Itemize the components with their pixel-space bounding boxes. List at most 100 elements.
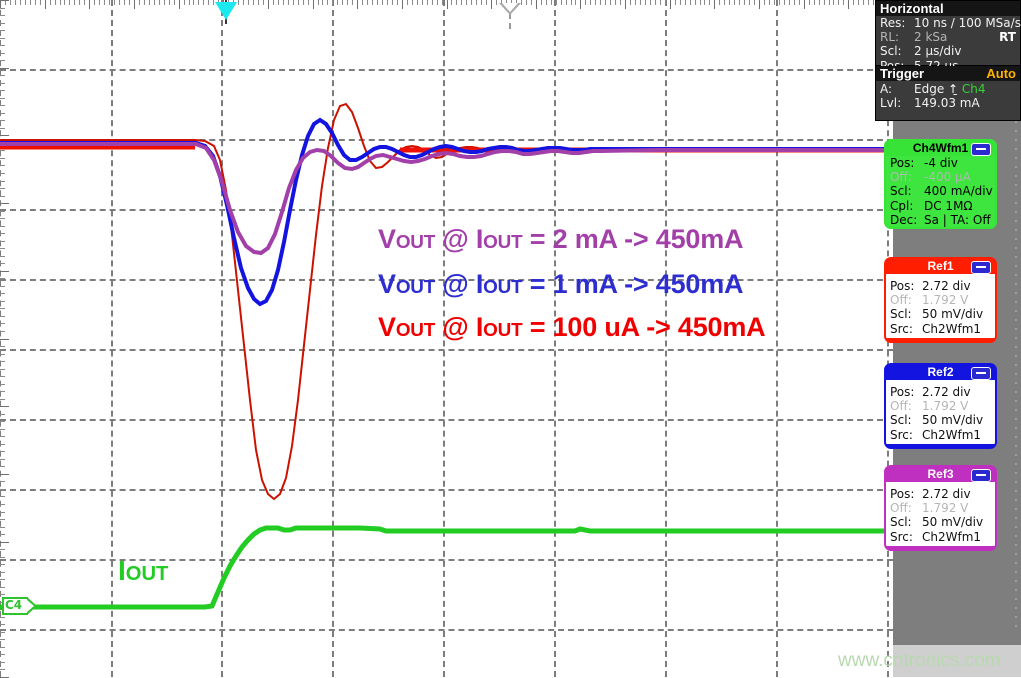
grid-tick-top bbox=[545, 0, 547, 5]
horizontal-row-0: Res: 10 ns / 100 MSa/s bbox=[880, 16, 1021, 30]
grid-tick-left bbox=[0, 361, 5, 363]
channel4-panel[interactable]: Ch4Wfm1 Pos: -4 div Off: -400 µA Scl: 400 … bbox=[884, 139, 997, 229]
grid-tick-top bbox=[709, 0, 711, 5]
sidebar-tick bbox=[1015, 319, 1017, 321]
channel4-panel-body: Pos: -4 div Off: -400 µA Scl: 400 mA/div Cp… bbox=[886, 156, 995, 227]
grid-tick-left bbox=[0, 45, 5, 47]
grid-tick-top bbox=[530, 0, 532, 5]
grid-tick-left bbox=[0, 669, 5, 671]
grid-tick-top bbox=[719, 0, 721, 5]
grid-tick-top bbox=[327, 0, 329, 5]
grid-tick-left bbox=[0, 203, 9, 205]
ref2-row-2-label: Scl: bbox=[890, 413, 912, 428]
annotation-3-sub2: OUT bbox=[483, 320, 523, 341]
grid-tick-top bbox=[178, 0, 180, 9]
grid-tick-top bbox=[272, 0, 274, 5]
grid-hline-1 bbox=[0, 139, 893, 141]
grid-tick-left bbox=[0, 511, 5, 513]
trigger-position-marker-icon[interactable] bbox=[215, 2, 237, 20]
grid-tick-left bbox=[0, 112, 5, 114]
grid-tick-left bbox=[0, 473, 9, 475]
iout-label-prefix: I bbox=[118, 555, 126, 586]
grid-tick-left bbox=[0, 323, 5, 325]
grid-tick-top bbox=[510, 0, 512, 5]
horizontal-row-1-label: RL: bbox=[880, 30, 900, 45]
trigger-title-label: Trigger bbox=[880, 66, 925, 81]
ref3-row-3-value: Ch2Wfm1 bbox=[922, 529, 982, 544]
grid-tick-top bbox=[362, 0, 364, 5]
grid-tick-top bbox=[491, 0, 493, 9]
sidebar-tick bbox=[1015, 301, 1017, 303]
grid-tick-top bbox=[689, 0, 691, 5]
sidebar-tick bbox=[1015, 598, 1017, 600]
ref1-row-2: Scl: 50 mV/div bbox=[890, 307, 991, 321]
ref3-panel[interactable]: Ref3 Pos: 2.72 div Off: 1.792 V Scl: 50 mV… bbox=[884, 465, 997, 551]
minimize-icon[interactable] bbox=[971, 143, 991, 156]
grid-tick-top bbox=[848, 0, 850, 9]
sidebar-tick bbox=[1015, 265, 1017, 267]
grid-tick-top bbox=[828, 0, 830, 5]
grid-tick-left bbox=[0, 105, 5, 107]
ref3-row-3: Src: Ch2Wfm1 bbox=[890, 530, 991, 544]
minimize-icon[interactable] bbox=[971, 367, 991, 380]
grid-tick-left bbox=[0, 534, 5, 536]
channel4-row-0-label: Pos: bbox=[890, 156, 915, 170]
grid-tick-top bbox=[24, 0, 26, 5]
grid-tick-top bbox=[694, 0, 696, 5]
ref3-row-0-value: 2.72 div bbox=[922, 487, 971, 501]
grid-tick-top bbox=[416, 0, 418, 5]
channel4-marker-tag bbox=[2, 597, 28, 615]
annotation-3-sub1: OUT bbox=[395, 320, 436, 341]
grid-tick-top bbox=[635, 0, 637, 5]
grid-tick-top bbox=[138, 0, 140, 5]
grid-tick-top bbox=[684, 0, 686, 5]
reference-position-marker-inner-icon bbox=[502, 3, 518, 12]
channel4-ground-marker[interactable]: C4 bbox=[2, 597, 37, 617]
horizontal-row-1: RL: 2 kSa RT bbox=[880, 30, 1016, 44]
grid-tick-top bbox=[99, 0, 101, 5]
trigger-panel-title: Trigger Auto bbox=[876, 66, 1020, 81]
grid-tick-top bbox=[277, 0, 279, 5]
grid-tick-top bbox=[347, 0, 349, 5]
sidebar-tick bbox=[1015, 616, 1017, 618]
grid-tick-left bbox=[0, 37, 5, 39]
grid-tick-top bbox=[213, 0, 215, 5]
ref2-row-3: Src: Ch2Wfm1 bbox=[890, 428, 991, 442]
annotation-2-suffix: = 1 mA -> 450mA bbox=[522, 269, 744, 299]
grid-tick-left bbox=[0, 353, 5, 355]
ref2-panel[interactable]: Ref2 Pos: 2.72 div Off: 1.792 V Scl: 50 mV… bbox=[884, 363, 997, 449]
grid-hline-6 bbox=[0, 489, 893, 491]
ref2-title-label: Ref2 bbox=[927, 365, 954, 379]
grid-tick-top bbox=[74, 0, 76, 5]
grid-tick-top bbox=[332, 0, 334, 5]
grid-tick-left bbox=[0, 519, 5, 521]
minimize-icon[interactable] bbox=[971, 469, 991, 482]
horizontal-row-2: Scl: 2 µs/div bbox=[880, 44, 1016, 58]
trigger-mode-label[interactable]: Auto bbox=[986, 66, 1016, 81]
grid-tick-top bbox=[352, 0, 354, 5]
grid-tick-top bbox=[401, 0, 403, 9]
ref1-row-3: Src: Ch2Wfm1 bbox=[890, 322, 991, 336]
ref2-panel-title: Ref2 bbox=[886, 365, 995, 380]
grid-tick-top bbox=[183, 0, 185, 5]
horizontal-row-1-right: RT bbox=[999, 30, 1016, 45]
ref2-row-1-value: 1.792 V bbox=[922, 399, 969, 414]
annotation-2-prefix: V bbox=[378, 269, 396, 299]
channel4-row-1-label: Off: bbox=[890, 170, 912, 185]
minimize-icon[interactable] bbox=[971, 261, 991, 274]
annotation-line-2: VOUT @ IOUT = 1 mA -> 450mA bbox=[378, 269, 744, 300]
trigger-settings-panel[interactable]: Trigger Auto A: Edge ↑̱ Ch4 Lvl: 149.03 m… bbox=[875, 66, 1021, 121]
grid-tick-left bbox=[0, 150, 5, 152]
grid-tick-top bbox=[377, 0, 379, 5]
ref2-row-0: Pos: 2.72 div bbox=[890, 385, 991, 399]
trigger-row-1-value: 149.03 mA bbox=[914, 96, 980, 111]
ref1-panel[interactable]: Ref1 Pos: 2.72 div Off: 1.792 V Scl: 50 mV… bbox=[884, 257, 997, 343]
iout-trace-label: IOUT bbox=[118, 555, 168, 587]
horizontal-settings-panel[interactable]: Horizontal Res: 10 ns / 100 MSa/s RL: 2 k… bbox=[875, 0, 1021, 73]
grid-tick-top bbox=[302, 0, 304, 5]
grid-tick-top bbox=[19, 0, 21, 5]
channel4-row-3-value: DC 1MΩ bbox=[924, 198, 973, 213]
grid-tick-top bbox=[843, 0, 845, 5]
grid-tick-left bbox=[0, 278, 5, 280]
grid-tick-top bbox=[44, 0, 46, 9]
